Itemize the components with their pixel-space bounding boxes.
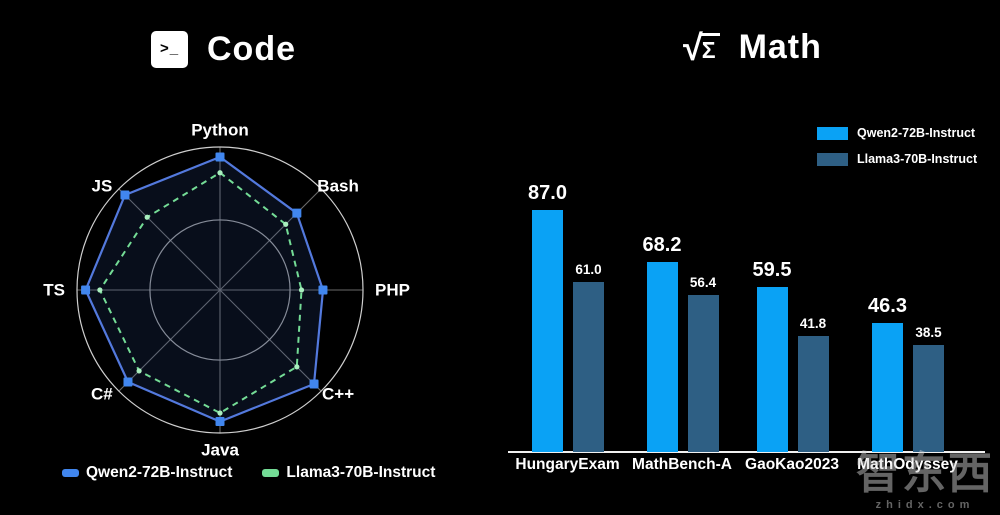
radar-spoke [118,188,221,291]
radar-spoke [118,289,221,392]
bar-legend-item-qwen2: Qwen2-72B-Instruct [817,126,977,140]
bar-qwen2-gaokao2023 [756,287,788,452]
bar-value-label: 59.5 [752,259,792,281]
radar-marker-qwen2 [215,152,225,162]
bar-legend-item-llama3: Llama3-70B-Instruct [817,152,977,166]
category-label-hungaryexam: HungaryExam [515,456,620,473]
radar-marker-llama3 [136,368,142,374]
radar-legend-label-qwen2: Qwen2-72B-Instruct [86,464,233,481]
bar-qwen2-hungaryexam [532,210,563,452]
radar-ring [149,219,291,361]
radar-marker-llama3 [298,287,305,293]
llama3-bar-swatch [817,152,848,166]
radar-legend-item-llama3: Llama3-70B-Instruct [262,464,435,482]
category-label-mathbench-a: MathBench-A [632,456,732,473]
bar-llama3-mathodyssey [913,345,944,452]
radar-marker-qwen2 [318,285,328,295]
radar-marker-llama3 [97,287,103,293]
radar-axis-label: C# [91,385,113,404]
radar-legend-item-qwen2: Qwen2-72B-Instruct [62,464,232,482]
radar-chart: Python Bash PHP C++ Java C# TS JS [43,121,410,460]
bar-llama3-mathbench-a [687,295,719,452]
radar-marker-llama3 [144,214,150,220]
bar-value-label: 87.0 [528,182,567,204]
bar-legend-label-llama3: Llama3-70B-Instruct [857,152,978,166]
bar-legend-label-qwen2: Qwen2-72B-Instruct [857,126,976,140]
bar-qwen2-mathodyssey [872,323,903,452]
bar-llama3-hungaryexam [573,282,604,452]
radar-legend: Qwen2-72B-Instruct Llama3-70B-Instruct [62,464,435,482]
code-title: >_ Code [151,30,296,69]
radar-marker-llama3 [283,221,289,227]
radar-marker-qwen2 [81,285,91,295]
bar-chart: 87.0 61.0 HungaryExam 68.2 56.4 MathBench-A 59… [500,105,1000,473]
math-title-text: Math [738,28,822,66]
radar-axis-label: Python [191,121,249,140]
qwen2-bar-swatch [817,126,848,140]
llama3-legend-swatch [262,469,280,477]
radar-marker-qwen2 [123,377,133,387]
category-label-gaokao2023: GaoKao2023 [745,456,839,473]
radar-axis-label: Java [201,441,239,460]
radar-marker-qwen2 [292,208,302,218]
radar-marker-llama3 [217,170,223,176]
radar-spoke [219,188,322,291]
bar-value-label: 38.5 [915,325,942,340]
bar-legend: Qwen2-72B-Instruct Llama3-70B-Instruct [817,126,977,166]
terminal-icon: >_ [151,31,188,68]
math-title: √ Σ Math [683,28,822,67]
radar-axis-label: TS [43,281,65,300]
bar-llama3-gaokao2023 [797,336,829,452]
terminal-glyph: >_ [159,40,180,57]
x-axis-line [508,451,985,453]
radar-marker-llama3 [217,410,223,416]
radar-legend-label-llama3: Llama3-70B-Instruct [286,464,436,481]
radar-axis-label: JS [92,176,113,195]
bar-value-label: 46.3 [868,295,907,317]
sqrt-symbol: √ [683,26,703,68]
code-title-text: Code [207,30,296,68]
bar-qwen2-mathbench-a [646,262,678,452]
bar-value-label: 61.0 [575,262,602,277]
radar-marker-qwen2 [309,379,319,389]
radar-marker-llama3 [294,364,300,370]
sqrt-sigma-icon: √ Σ [683,26,720,68]
radar-marker-qwen2 [215,417,225,427]
radar-axis-label: PHP [375,281,410,300]
radar-spoke [219,289,322,392]
bar-value-label: 41.8 [799,316,827,331]
bar-value-label: 56.4 [689,275,717,290]
radar-axis-label: Bash [317,176,359,195]
radar-axis-label: C++ [322,385,354,404]
sigma-symbol: Σ [699,32,720,63]
bar-value-label: 68.2 [642,234,682,256]
radar-marker-qwen2 [120,190,130,200]
qwen2-legend-swatch [62,469,79,477]
category-label-mathodyssey: MathOdyssey [857,456,958,473]
radar-ring [76,146,364,434]
